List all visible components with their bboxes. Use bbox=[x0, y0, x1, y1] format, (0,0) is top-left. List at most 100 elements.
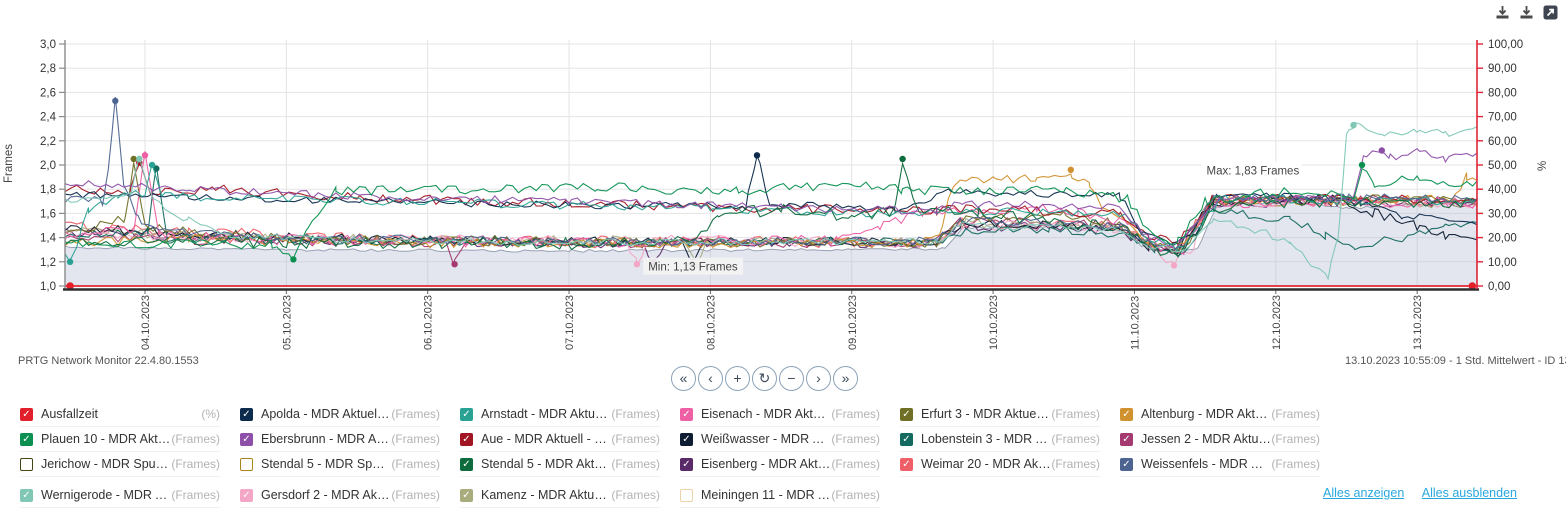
legend-item[interactable]: ✓ Weissenfels - MDR Akt... (Frames) bbox=[1120, 452, 1320, 477]
legend-item-label: Weißwasser - MDR Akt... bbox=[701, 432, 832, 446]
nav-zoom-in-button[interactable]: + bbox=[725, 366, 750, 391]
legend-item-label: Weimar 20 - MDR Aktu... bbox=[921, 457, 1052, 471]
legend-item[interactable]: ✓ Eisenach - MDR Aktuel... (Frames) bbox=[680, 402, 880, 427]
legend-checkbox-checked[interactable]: ✓ bbox=[1120, 432, 1133, 446]
svg-text:90,00: 90,00 bbox=[1488, 63, 1517, 75]
legend-checkbox-checked[interactable]: ✓ bbox=[240, 488, 253, 502]
legend-item[interactable]: ✓ Lobenstein 3 - MDR Ak... (Frames) bbox=[900, 427, 1100, 452]
legend-checkbox-checked[interactable]: ✓ bbox=[900, 407, 913, 421]
legend-item-label: Eisenberg - MDR Aktue... bbox=[701, 457, 832, 471]
legend-checkbox-checked[interactable]: ✓ bbox=[20, 407, 33, 421]
legend-item[interactable]: ✓ Altenburg - MDR Aktue... (Frames) bbox=[1120, 402, 1320, 427]
legend-checkbox-checked[interactable]: ✓ bbox=[20, 432, 33, 446]
legend-item-label: Stendal 5 - MDR Sputni... bbox=[261, 457, 392, 471]
legend-checkbox-checked[interactable]: ✓ bbox=[680, 432, 693, 446]
nav-last-button[interactable]: » bbox=[833, 366, 858, 391]
legend-item-label: Wernigerode - MDR Ak... bbox=[41, 488, 172, 502]
svg-text:2,4: 2,4 bbox=[40, 112, 57, 124]
legend-checkbox-checked[interactable]: ✓ bbox=[1120, 407, 1133, 421]
legend-checkbox-checked[interactable]: ✓ bbox=[240, 432, 253, 446]
legend-item[interactable]: ✓ Weißwasser - MDR Akt... (Frames) bbox=[680, 427, 880, 452]
legend-checkbox-checked[interactable]: ✓ bbox=[240, 407, 253, 421]
legend-item[interactable]: ✓ Eisenberg - MDR Aktue... (Frames) bbox=[680, 452, 880, 477]
legend-item[interactable]: ✓ Plauen 10 - MDR Aktue... (Frames) bbox=[20, 427, 220, 452]
legend-item-label: Weissenfels - MDR Akt... bbox=[1141, 457, 1272, 471]
svg-text:06.10.2023: 06.10.2023 bbox=[423, 295, 435, 350]
nav-first-button[interactable]: « bbox=[671, 366, 696, 391]
legend-item-unit: (Frames) bbox=[1051, 407, 1100, 421]
svg-text:05.10.2023: 05.10.2023 bbox=[281, 295, 293, 350]
legend-item-unit: (Frames) bbox=[391, 488, 440, 502]
toolbar bbox=[1495, 5, 1558, 20]
legend-item[interactable]: ✓ Ebersbrunn - MDR Akt... (Frames) bbox=[240, 427, 440, 452]
svg-text:Max: 1,83 Frames: Max: 1,83 Frames bbox=[1207, 165, 1300, 177]
svg-text:1,2: 1,2 bbox=[40, 257, 56, 269]
legend-item-unit: (Frames) bbox=[831, 432, 880, 446]
graph-nav-buttons: «‹ + ↻ − ›» bbox=[671, 366, 858, 391]
legend-checkbox-unchecked[interactable] bbox=[20, 457, 33, 471]
legend-item[interactable]: ✓ Gersdorf 2 - MDR Aktu... (Frames) bbox=[240, 483, 440, 508]
legend-item[interactable]: ✓ Weimar 20 - MDR Aktu... (Frames) bbox=[900, 452, 1100, 477]
legend-item-unit: (Frames) bbox=[831, 488, 880, 502]
legend-checkbox-checked[interactable]: ✓ bbox=[460, 488, 473, 502]
legend-item[interactable]: Meiningen 11 - MDR A... (Frames) bbox=[680, 483, 880, 508]
legend-item-label: Gersdorf 2 - MDR Aktu... bbox=[261, 488, 392, 502]
legend-checkbox-checked[interactable]: ✓ bbox=[900, 432, 913, 446]
legend-item[interactable]: ✓ Apolda - MDR Aktuell - ... (Frames) bbox=[240, 402, 440, 427]
legend-checkbox-checked[interactable]: ✓ bbox=[460, 432, 473, 446]
legend-item[interactable]: ✓ Erfurt 3 - MDR Aktuell -... (Frames) bbox=[900, 402, 1100, 427]
legend-checkbox-checked[interactable]: ✓ bbox=[460, 407, 473, 421]
legend-item[interactable]: Stendal 5 - MDR Sputni... (Frames) bbox=[240, 452, 440, 477]
legend-item-unit: (Frames) bbox=[391, 432, 440, 446]
legend-checkbox-checked[interactable]: ✓ bbox=[1120, 457, 1133, 471]
legend-item[interactable]: Jerichow - MDR Sputni... (Frames) bbox=[20, 452, 220, 477]
legend-item-label: Eisenach - MDR Aktuel... bbox=[701, 407, 832, 421]
prtg-version-text: PRTG Network Monitor 22.4.80.1553 bbox=[18, 355, 199, 367]
legend-item-unit: (Frames) bbox=[611, 457, 660, 471]
nav-zoom-out-button[interactable]: − bbox=[779, 366, 804, 391]
nav-reset-button[interactable]: ↻ bbox=[752, 366, 777, 391]
svg-text:%: % bbox=[1537, 161, 1549, 171]
svg-text:2,2: 2,2 bbox=[40, 136, 56, 148]
nav-next-button[interactable]: › bbox=[806, 366, 831, 391]
legend-item[interactable]: ✓ Kamenz - MDR Aktuell ... (Frames) bbox=[460, 483, 660, 508]
legend-item-unit: (Frames) bbox=[611, 407, 660, 421]
legend-checkbox-unchecked[interactable] bbox=[240, 457, 253, 471]
svg-text:12.10.2023: 12.10.2023 bbox=[1271, 295, 1283, 350]
open-new-window-icon[interactable] bbox=[1543, 5, 1558, 20]
legend-item-label: Ebersbrunn - MDR Akt... bbox=[261, 432, 392, 446]
svg-text:50,00: 50,00 bbox=[1488, 160, 1517, 172]
legend-item-label: Lobenstein 3 - MDR Ak... bbox=[921, 432, 1052, 446]
legend-item[interactable]: ✓ Stendal 5 - MDR Aktuel... (Frames) bbox=[460, 452, 660, 477]
nav-prev-button[interactable]: ‹ bbox=[698, 366, 723, 391]
hide-all-link[interactable]: Alles ausblenden bbox=[1421, 486, 1517, 500]
svg-text:13.10.2023: 13.10.2023 bbox=[1412, 295, 1424, 350]
legend-checkbox-checked[interactable]: ✓ bbox=[20, 488, 33, 502]
legend-item[interactable]: ✓ Aue - MDR Aktuell - 95.1 (Frames) bbox=[460, 427, 660, 452]
legend-checkbox-unchecked[interactable] bbox=[680, 488, 693, 502]
legend-item-unit: (Frames) bbox=[1271, 457, 1320, 471]
legend-checkbox-checked[interactable]: ✓ bbox=[680, 457, 693, 471]
legend-item[interactable]: ✓ Wernigerode - MDR Ak... (Frames) bbox=[20, 483, 220, 508]
legend-item-label: Plauen 10 - MDR Aktue... bbox=[41, 432, 172, 446]
legend-item-unit: (Frames) bbox=[171, 457, 220, 471]
show-all-link[interactable]: Alles anzeigen bbox=[1322, 486, 1405, 500]
legend-item-label: Altenburg - MDR Aktue... bbox=[1141, 407, 1272, 421]
legend-item-unit: (Frames) bbox=[171, 488, 220, 502]
legend-item-unit: (Frames) bbox=[391, 457, 440, 471]
svg-text:20,00: 20,00 bbox=[1488, 233, 1517, 245]
legend-item-unit: (Frames) bbox=[831, 457, 880, 471]
legend-item-unit: (%) bbox=[201, 407, 220, 421]
download-data-icon[interactable] bbox=[1495, 5, 1510, 20]
svg-text:10.10.2023: 10.10.2023 bbox=[988, 295, 1000, 350]
legend-item[interactable]: ✓ Ausfallzeit (%) bbox=[20, 402, 220, 427]
timeseries-chart[interactable]: 04.10.2023 05.10.2023 06.10.2023 07.10.2023… bbox=[0, 0, 1566, 368]
download-image-icon[interactable] bbox=[1519, 5, 1534, 20]
legend-checkbox-checked[interactable]: ✓ bbox=[680, 407, 693, 421]
legend-checkbox-checked[interactable]: ✓ bbox=[460, 457, 473, 471]
legend-item[interactable]: ✓ Arnstadt - MDR Aktuell... (Frames) bbox=[460, 402, 660, 427]
svg-text:11.10.2023: 11.10.2023 bbox=[1129, 296, 1141, 350]
legend-item[interactable]: ✓ Jessen 2 - MDR Aktuel... (Frames) bbox=[1120, 427, 1320, 452]
legend-item-label: Meiningen 11 - MDR A... bbox=[701, 488, 832, 502]
legend-checkbox-checked[interactable]: ✓ bbox=[900, 457, 913, 471]
